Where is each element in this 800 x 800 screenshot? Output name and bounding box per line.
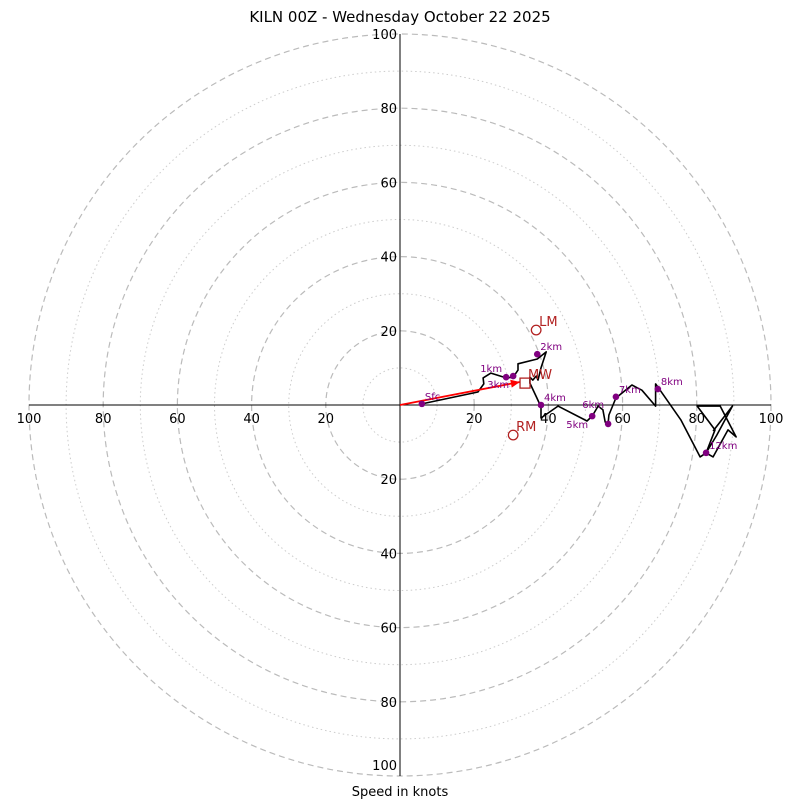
height-marker-dot: [502, 373, 510, 381]
tick-label-right: 80: [689, 412, 706, 427]
tick-label-left: 60: [169, 412, 186, 427]
x-axis-label: Speed in knots: [352, 785, 449, 800]
hodograph-trace: [421, 351, 737, 458]
storm-motion-square: [519, 377, 531, 389]
height-marker-1km: 1km: [480, 364, 510, 381]
height-marker-label: 8km: [661, 377, 683, 388]
storm-motion-markers: LM RM MW: [507, 315, 558, 441]
height-marker-dot: [537, 401, 545, 409]
shear-vector-line: [399, 381, 521, 406]
tick-label-bottom: 40: [380, 547, 397, 562]
tick-label-bottom: 100: [372, 759, 397, 774]
tick-label-top: 100: [372, 28, 397, 43]
storm-motion-MW: MW: [519, 368, 552, 389]
tick-label-right: 40: [540, 412, 557, 427]
storm-motion-LM: LM: [530, 315, 558, 336]
storm-motion-label: MW: [528, 368, 552, 383]
tick-label-bottom: 60: [380, 622, 397, 637]
hodograph-line: [421, 351, 737, 458]
height-marker-7km: 7km: [612, 385, 641, 401]
height-marker-label: 2km: [540, 342, 562, 353]
shear-vector-arrowhead: [510, 379, 520, 388]
tick-label-top: 20: [380, 325, 397, 340]
height-marker-label: 12km: [709, 441, 737, 452]
height-marker-dot: [604, 420, 612, 428]
tick-label-right: 100: [759, 412, 784, 427]
tick-label-right: 20: [466, 412, 483, 427]
height-marker-label: 4km: [544, 393, 566, 404]
height-marker-dot: [533, 350, 541, 358]
height-marker-4km: 4km: [537, 393, 566, 409]
height-marker-dot: [418, 400, 426, 408]
height-marker-label: 7km: [619, 385, 641, 396]
height-marker-dot: [612, 393, 620, 401]
chart-title: KILN 00Z - Wednesday October 22 2025: [249, 8, 550, 26]
height-marker-3km: 3km: [487, 372, 517, 391]
height-markers: Sfc 1km 3km 2km 4km 5km 6km 7km 8km 12km: [418, 342, 737, 457]
storm-motion-circle: [507, 429, 519, 441]
tick-label-top: 60: [380, 176, 397, 191]
height-marker-dot: [509, 372, 517, 380]
height-marker-label: 5km: [566, 420, 588, 431]
tick-label-bottom: 20: [380, 473, 397, 488]
tick-label-left: 100: [17, 412, 42, 427]
storm-motion-label: LM: [539, 315, 557, 330]
height-marker-dot: [654, 385, 662, 393]
height-marker-6km: 6km: [582, 400, 612, 428]
tick-label-right: 60: [614, 412, 631, 427]
height-marker-label: 6km: [582, 400, 604, 411]
height-marker-dot: [588, 412, 596, 420]
storm-motion-circle: [530, 324, 542, 336]
storm-motion-label: RM: [516, 420, 536, 435]
tick-label-top: 80: [380, 102, 397, 117]
storm-motion-RM: RM: [507, 420, 536, 441]
height-marker-2km: 2km: [533, 342, 562, 358]
height-marker-12km: 12km: [702, 441, 737, 457]
height-marker-5km: 5km: [566, 412, 596, 431]
tick-label-top: 40: [380, 251, 397, 266]
height-marker-label: Sfc: [425, 392, 440, 403]
tick-labels: 100 80 60 40 20 20 40 60 80 100 100 80 60 40 20 20 40 60 8…: [17, 28, 784, 774]
shear-vector: [399, 379, 521, 406]
tick-label-left: 80: [95, 412, 112, 427]
tick-label-left: 20: [318, 412, 335, 427]
height-marker-8km: 8km: [654, 377, 683, 393]
height-marker-label: 1km: [480, 364, 502, 375]
height-marker-Sfc: Sfc: [418, 392, 440, 408]
height-marker-dot: [702, 449, 710, 457]
tick-label-bottom: 80: [380, 696, 397, 711]
height-marker-label: 3km: [487, 380, 509, 391]
tick-label-left: 40: [243, 412, 260, 427]
